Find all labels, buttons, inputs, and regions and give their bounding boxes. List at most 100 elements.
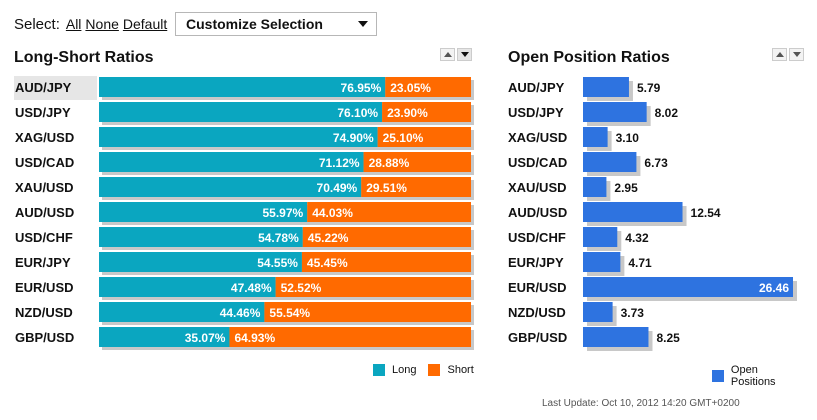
long-value-label: 70.49%: [317, 181, 358, 195]
category-label: XAG/USD: [508, 130, 567, 145]
category-label: AUD/USD: [508, 205, 567, 220]
select-all-link[interactable]: All: [65, 16, 82, 32]
long-value-label: 71.12%: [319, 156, 360, 170]
category-label: XAU/USD: [508, 180, 567, 195]
category-label: USD/CAD: [508, 155, 567, 170]
short-value-label: 29.51%: [366, 181, 407, 195]
short-bar: [385, 77, 471, 97]
open-value-label: 3.73: [621, 306, 645, 320]
open-position-bar: [583, 227, 618, 247]
short-value-label: 45.22%: [308, 231, 349, 245]
category-label: EUR/USD: [508, 280, 567, 295]
category-label: EUR/JPY: [508, 255, 564, 270]
long-bar: [99, 277, 276, 297]
long-bar: [99, 102, 383, 122]
select-default-link[interactable]: Default: [122, 16, 168, 32]
category-label: XAU/USD: [15, 180, 74, 195]
sort-descending-button[interactable]: [457, 48, 472, 61]
long-bar: [99, 327, 230, 347]
open-value-label: 4.71: [628, 256, 652, 270]
ratios-chart: AUD/JPY 76.95% 23.05% USD/JPY 76.10% 23.90% XA…: [14, 76, 797, 351]
category-label: AUD/USD: [15, 205, 74, 220]
open-position-bar: [583, 202, 683, 222]
category-label: GBP/USD: [508, 330, 567, 345]
open-value-label: 2.95: [614, 181, 638, 195]
long-value-label: 76.10%: [337, 106, 378, 120]
category-label: XAG/USD: [15, 130, 74, 145]
triangle-down-icon: [793, 52, 801, 57]
long-value-label: 35.07%: [185, 331, 226, 345]
short-value-label: 55.54%: [269, 306, 310, 320]
open-value-label: 26.46: [759, 281, 789, 295]
short-bar: [377, 127, 471, 147]
category-label: USD/CHF: [15, 230, 73, 245]
short-value-label: 23.90%: [387, 106, 428, 120]
open-value-label: 4.32: [625, 231, 649, 245]
category-label: USD/JPY: [15, 105, 71, 120]
sort-descending-button[interactable]: [789, 48, 804, 61]
short-value-label: 52.52%: [281, 281, 322, 295]
long-short-title: Long-Short Ratios: [14, 49, 154, 66]
open-value-label: 8.02: [655, 106, 679, 120]
short-value-label: 44.03%: [312, 206, 353, 220]
chevron-down-icon: [358, 21, 368, 27]
long-bar: [99, 227, 303, 247]
short-bar: [275, 277, 471, 297]
long-bar: [99, 177, 362, 197]
open-position-bar: [583, 127, 608, 147]
short-value-label: 64.93%: [234, 331, 275, 345]
short-value-label: 45.45%: [307, 256, 348, 270]
open-value-label: 6.73: [644, 156, 668, 170]
open-position-bar: [583, 102, 647, 122]
category-label: NZD/USD: [508, 305, 566, 320]
triangle-up-icon: [776, 52, 784, 57]
short-bar: [363, 152, 471, 172]
open-position-sort-buttons: [772, 48, 804, 61]
legend-open-swatch: [712, 370, 724, 382]
legend-open-label: Open Positions: [730, 364, 776, 388]
long-bar: [99, 152, 364, 172]
triangle-up-icon: [444, 52, 452, 57]
long-bar: [99, 127, 378, 147]
open-value-label: 8.25: [656, 331, 680, 345]
open-position-legend: Open Positions: [712, 364, 817, 388]
open-position-bar: [583, 327, 649, 347]
category-label: USD/JPY: [508, 105, 564, 120]
customize-selection-dropdown[interactable]: Customize Selection: [175, 12, 377, 36]
short-value-label: 28.88%: [369, 156, 410, 170]
long-value-label: 54.55%: [257, 256, 298, 270]
row-highlight: [14, 76, 97, 100]
legend-long-label: Long: [392, 364, 417, 376]
short-value-label: 23.05%: [390, 81, 431, 95]
long-value-label: 55.97%: [263, 206, 304, 220]
short-bar: [307, 202, 471, 222]
open-position-bar: [583, 277, 793, 297]
short-bar: [301, 252, 471, 272]
short-value-label: 25.10%: [383, 131, 424, 145]
legend-short-label: Short: [447, 364, 474, 376]
open-position-bar: [583, 77, 629, 97]
short-bar: [361, 177, 471, 197]
open-value-label: 3.10: [616, 131, 640, 145]
open-value-label: 5.79: [637, 81, 661, 95]
select-label: Select:: [14, 15, 60, 33]
category-label: EUR/JPY: [15, 255, 71, 270]
long-value-label: 44.46%: [220, 306, 261, 320]
category-label: NZD/USD: [15, 305, 73, 320]
select-none-link[interactable]: None: [85, 16, 119, 32]
last-update: Last Update: Oct 10, 2012 14:20 GMT+0200: [542, 398, 740, 409]
long-bar: [99, 302, 265, 322]
sort-ascending-button[interactable]: [440, 48, 455, 61]
triangle-down-icon: [461, 52, 469, 57]
long-short-legend: Long Short: [373, 364, 486, 376]
long-bar: [99, 77, 386, 97]
category-label: AUD/JPY: [15, 80, 72, 95]
sort-ascending-button[interactable]: [772, 48, 787, 61]
open-position-bar: [583, 302, 613, 322]
open-position-title: Open Position Ratios: [508, 49, 670, 66]
short-bar: [264, 302, 471, 322]
long-short-sort-buttons: [440, 48, 472, 61]
open-position-bar: [583, 252, 621, 272]
category-label: GBP/USD: [15, 330, 74, 345]
open-position-bar: [583, 152, 637, 172]
